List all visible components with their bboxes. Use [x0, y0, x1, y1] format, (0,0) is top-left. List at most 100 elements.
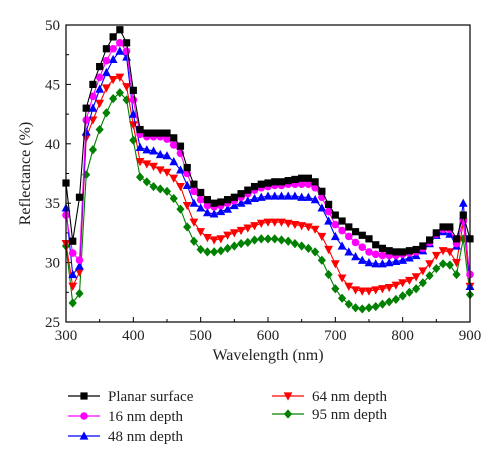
data-point	[189, 236, 199, 246]
data-point	[68, 282, 78, 291]
legend-item: 48 nm depth	[68, 429, 183, 445]
data-point	[310, 225, 320, 234]
data-point	[317, 255, 326, 265]
data-point	[243, 224, 253, 233]
data-point	[392, 248, 400, 256]
data-point	[318, 187, 326, 195]
data-point	[438, 247, 448, 256]
data-point	[244, 186, 252, 194]
data-point	[384, 258, 394, 267]
data-point	[263, 218, 273, 227]
data-point	[351, 286, 360, 295]
data-point	[256, 219, 266, 228]
data-point	[237, 190, 245, 198]
data-point	[297, 241, 306, 251]
data-point	[345, 232, 353, 241]
data-point	[89, 80, 97, 88]
data-point	[115, 46, 125, 55]
data-point	[357, 287, 367, 296]
data-point	[176, 165, 185, 174]
data-point	[224, 196, 232, 204]
data-point	[236, 226, 246, 236]
data-point	[338, 217, 346, 225]
data-point	[351, 228, 360, 236]
data-point	[115, 73, 125, 82]
data-point	[230, 241, 239, 251]
data-point	[176, 204, 185, 214]
data-point	[209, 209, 219, 218]
data-point	[364, 287, 374, 296]
data-point	[129, 96, 138, 104]
data-point	[135, 158, 145, 167]
data-point	[337, 293, 347, 303]
data-point	[365, 235, 373, 243]
series-square	[62, 26, 474, 256]
data-point	[75, 256, 84, 265]
legend-marker	[283, 392, 293, 401]
series-diamond	[61, 88, 475, 314]
data-point	[162, 151, 172, 160]
data-point	[391, 281, 401, 290]
data-point	[203, 247, 212, 257]
data-point	[243, 237, 252, 248]
x-tick-label: 300	[55, 328, 78, 344]
y-tick-label: 25	[45, 315, 60, 331]
data-point	[324, 245, 333, 255]
data-point	[149, 181, 158, 192]
data-point	[284, 236, 293, 246]
data-point	[155, 166, 165, 175]
data-point	[365, 248, 373, 256]
data-point	[109, 33, 117, 41]
data-point	[357, 255, 367, 264]
data-point	[210, 199, 218, 207]
data-point	[263, 234, 273, 244]
data-point	[391, 256, 401, 266]
data-point	[88, 103, 98, 112]
data-point	[149, 146, 158, 155]
y-tick-label: 50	[45, 18, 60, 34]
data-point	[311, 247, 320, 257]
data-point	[95, 99, 105, 109]
data-point	[216, 246, 225, 256]
data-point	[344, 299, 353, 309]
data-point	[256, 192, 266, 201]
data-point	[263, 191, 273, 200]
data-point	[75, 288, 84, 299]
data-point	[330, 260, 340, 269]
data-point	[412, 284, 421, 294]
data-point	[277, 218, 286, 227]
data-point	[216, 206, 226, 216]
data-point	[68, 298, 77, 308]
data-point	[183, 163, 191, 172]
data-point	[217, 198, 225, 206]
data-point	[203, 201, 212, 210]
data-point	[129, 86, 137, 94]
data-point	[304, 243, 313, 253]
data-point	[229, 229, 239, 238]
data-point	[271, 178, 279, 186]
data-point	[290, 220, 300, 230]
data-point	[123, 39, 131, 47]
data-point	[371, 259, 381, 268]
data-point	[155, 149, 165, 159]
data-point	[163, 129, 171, 137]
data-point	[297, 192, 307, 201]
data-point	[291, 175, 299, 184]
data-point	[371, 286, 381, 295]
data-point	[190, 187, 198, 196]
legend-marker	[80, 392, 88, 400]
data-point	[378, 299, 387, 309]
data-point	[270, 234, 279, 244]
data-point	[452, 269, 461, 280]
y-tick-label: 40	[45, 137, 60, 153]
data-point	[358, 243, 367, 251]
legend-label: 48 nm depth	[108, 429, 183, 445]
data-point	[182, 201, 192, 211]
data-point	[419, 242, 427, 250]
data-point	[270, 191, 280, 200]
legend-marker	[80, 412, 88, 420]
data-point	[344, 247, 354, 256]
tick-labels: 300 400 500 600 700 800 900 25 30 35 40 45 50	[45, 18, 481, 344]
data-point	[170, 134, 178, 142]
